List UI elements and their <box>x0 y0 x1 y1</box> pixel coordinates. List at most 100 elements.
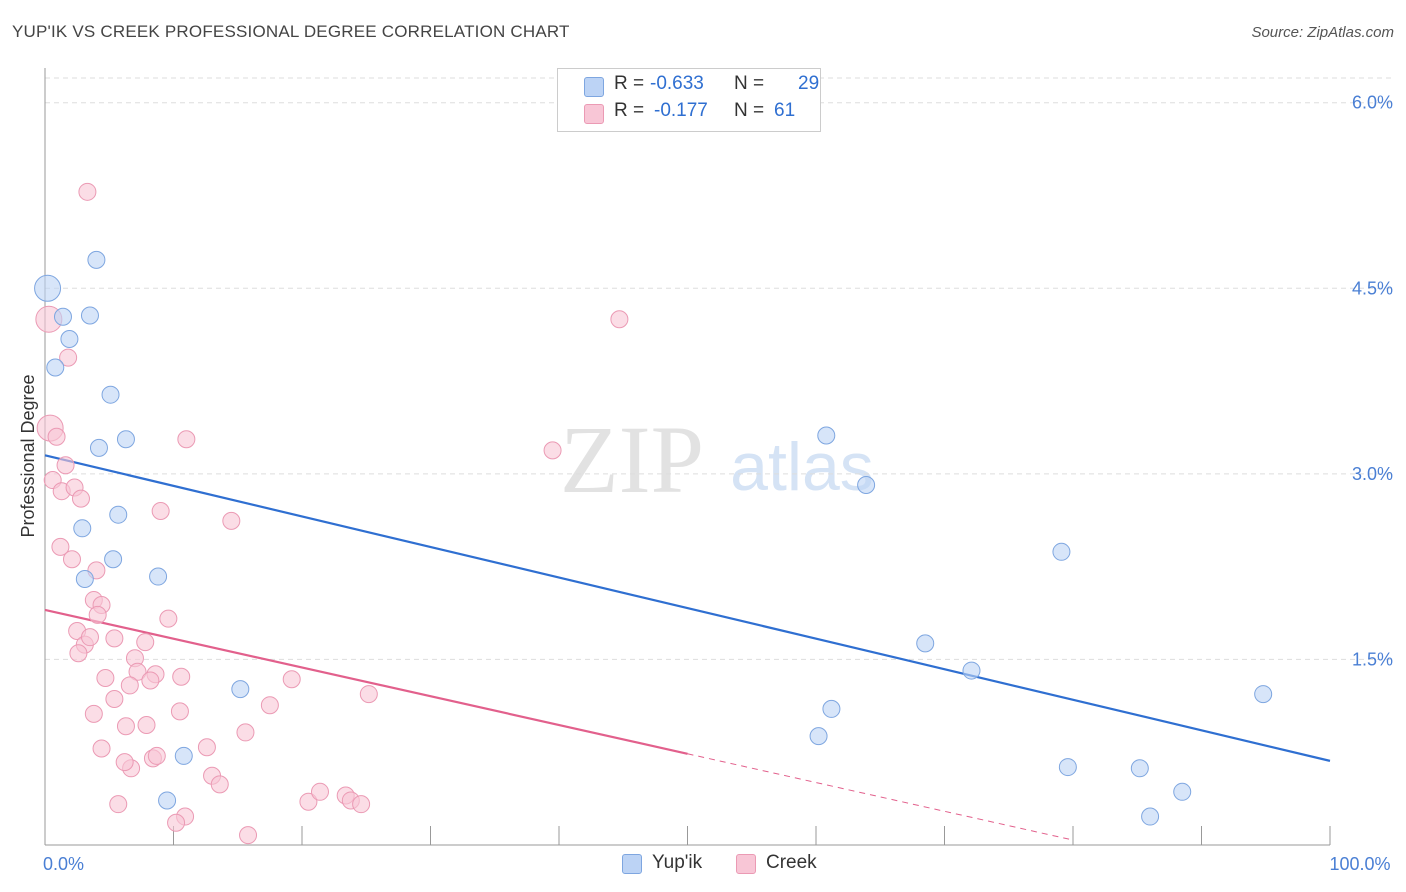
legend-r-value: -0.633 <box>650 73 704 94</box>
yupik-point <box>89 438 108 457</box>
creek-point <box>71 489 90 508</box>
creek-trend-line <box>44 608 688 755</box>
creek-point <box>147 746 166 765</box>
y-tick-label: 1.5% <box>1352 649 1393 669</box>
creek-point <box>177 430 196 449</box>
legend-r-label: R = <box>614 73 645 94</box>
creek-point <box>80 628 99 647</box>
creek-point <box>172 667 191 686</box>
yupik-point <box>80 306 99 325</box>
yupik-point <box>809 727 828 746</box>
creek-point <box>84 704 103 723</box>
creek-point <box>141 671 160 690</box>
creek-swatch <box>736 854 756 874</box>
creek-point <box>78 182 97 201</box>
creek-point <box>352 795 371 814</box>
creek-point <box>51 537 70 556</box>
creek-point <box>260 696 279 715</box>
creek-point <box>88 605 107 624</box>
creek-point <box>56 456 75 475</box>
creek-point <box>62 550 81 569</box>
creek-trend-extension <box>687 753 1074 841</box>
legend-n-label: N = <box>734 73 765 94</box>
creek-point <box>210 775 229 794</box>
bottom-legend-label: Yup'ik <box>652 852 703 873</box>
yupik-point <box>149 567 168 586</box>
y-tick-label: 4.5% <box>1352 278 1393 298</box>
creek-point <box>137 716 156 735</box>
yupik-point <box>158 791 177 810</box>
creek-point <box>197 738 216 757</box>
yupik-point <box>75 570 94 589</box>
creek-point <box>167 813 186 832</box>
legend-r-label: R = <box>614 100 645 121</box>
creek-point <box>136 633 155 652</box>
creek-point <box>59 348 78 367</box>
yupik-point <box>231 680 250 699</box>
creek-point <box>69 644 88 663</box>
creek-point <box>222 511 241 530</box>
creek-point <box>105 690 124 709</box>
creek-point <box>47 427 66 446</box>
correlation-legend: R = -0.633 N = 29 R = -0.177 N = 61 <box>557 68 821 132</box>
yupik-point <box>87 250 106 269</box>
creek-point <box>282 670 301 689</box>
yupik-point <box>1173 782 1192 801</box>
y-tick-label: 6.0% <box>1352 93 1393 113</box>
yupik-point <box>104 550 123 569</box>
yupik-point <box>1254 685 1273 704</box>
creek-point <box>543 441 562 460</box>
legend-n-value: 61 <box>774 100 796 121</box>
watermark-zip: ZIP <box>560 406 704 513</box>
legend-n-label: N = <box>734 100 765 121</box>
yupik-point <box>60 330 79 349</box>
yupik-swatch <box>584 77 604 97</box>
yupik-point <box>916 634 935 653</box>
yupik-trend-line <box>44 454 1331 762</box>
creek-point <box>92 739 111 758</box>
creek-point <box>610 310 629 329</box>
creek-point <box>116 717 135 736</box>
chart-title: YUP'IK VS CREEK PROFESSIONAL DEGREE CORR… <box>12 22 570 41</box>
source-label: Source: ZipAtlas.com <box>1251 24 1394 41</box>
x-tick-label: 0.0% <box>43 854 84 874</box>
legend-r-value: -0.177 <box>654 100 708 121</box>
y-tick-label: 3.0% <box>1352 464 1393 484</box>
yupik-point <box>109 505 128 524</box>
yupik-point <box>1141 807 1160 826</box>
bottom-legend-label: Creek <box>766 852 817 873</box>
x-tick-label: 100.0% <box>1329 854 1390 874</box>
creek-point <box>109 795 128 814</box>
yupik-point <box>101 385 120 404</box>
legend-n-value: 29 <box>798 73 820 94</box>
yupik-point <box>822 699 841 718</box>
creek-point <box>128 662 147 681</box>
yupik-point <box>34 274 62 302</box>
creek-point <box>151 501 170 520</box>
yupik-point <box>46 358 65 377</box>
yupik-point <box>817 426 836 445</box>
yupik-swatch <box>622 854 642 874</box>
creek-point <box>159 609 178 628</box>
yupik-point <box>116 430 135 449</box>
yupik-point <box>1130 759 1149 778</box>
creek-point <box>236 723 255 742</box>
yupik-point <box>1052 542 1071 561</box>
creek-point <box>115 753 134 772</box>
creek-point <box>120 676 139 695</box>
yupik-point <box>53 307 72 326</box>
creek-point <box>105 629 124 648</box>
y-axis-label: Professional Degree <box>18 374 38 537</box>
yupik-point <box>962 661 981 680</box>
creek-point <box>299 792 318 811</box>
creek-point <box>310 782 329 801</box>
creek-point <box>239 826 258 845</box>
yupik-point <box>1058 758 1077 777</box>
watermark-atlas: atlas <box>730 429 874 505</box>
creek-point <box>359 685 378 704</box>
yupik-point <box>857 476 876 495</box>
creek-swatch <box>584 104 604 124</box>
creek-point <box>96 668 115 687</box>
yupik-point <box>174 746 193 765</box>
